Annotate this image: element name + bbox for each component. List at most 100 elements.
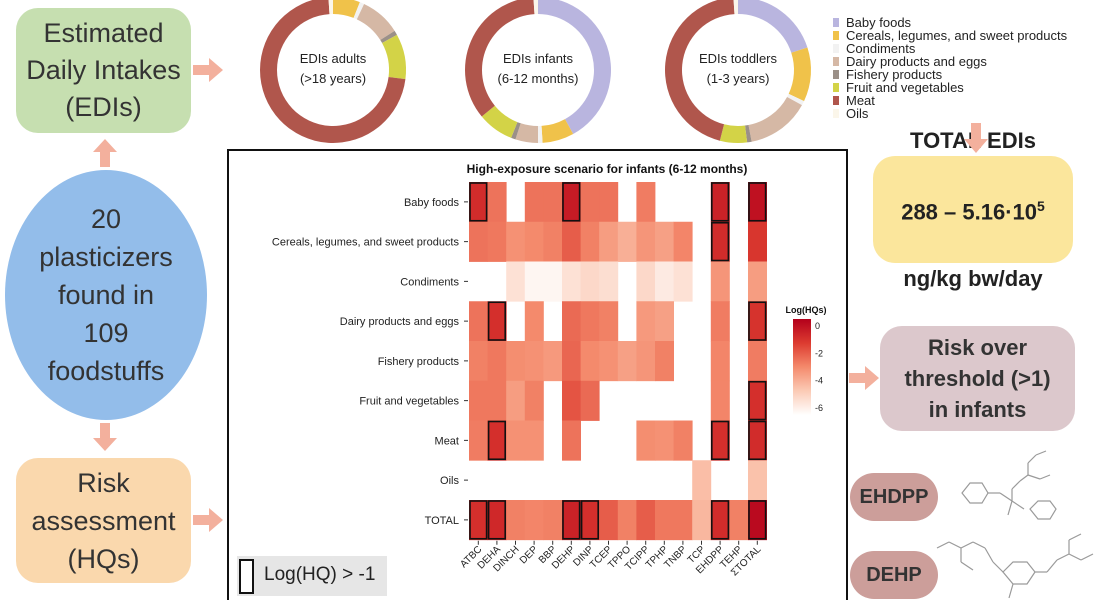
heatmap-cell <box>506 500 526 541</box>
heatmap-cell <box>469 301 488 342</box>
donut-segment <box>787 93 805 106</box>
heatmap-cell <box>599 341 619 382</box>
heatmap-cell <box>673 221 693 262</box>
heatmap-cell <box>562 420 581 461</box>
category-label: Condiments <box>846 41 916 56</box>
category-swatch <box>833 83 839 92</box>
donut-chart: EDIs toddlers (1-3 years) <box>665 0 811 143</box>
heatmap-cell <box>524 380 544 421</box>
heatmap-cell <box>469 380 488 421</box>
category-label: Oils <box>846 106 869 121</box>
heatmap-cell <box>636 182 656 223</box>
heatmap-cell <box>617 221 637 262</box>
donut-segment <box>465 0 535 117</box>
heatmap-cell <box>636 500 656 541</box>
heatmap-cell <box>599 221 619 262</box>
heatmap-cell <box>636 301 656 342</box>
heatmap-cell <box>487 221 507 262</box>
ehdpp-molecule-icon <box>961 450 1057 520</box>
donut-segment <box>541 119 574 143</box>
heatmap-cell <box>655 261 674 302</box>
category-label: Dairy products and eggs <box>846 54 987 69</box>
heatmap-cell <box>748 380 767 421</box>
arrow-donuts-to-total <box>964 123 988 153</box>
hq-outline <box>748 182 767 222</box>
heatmap-cell <box>655 500 674 541</box>
hq-outline <box>562 182 581 222</box>
category-label: Meat <box>846 93 875 108</box>
heatmap-cell <box>673 261 693 302</box>
heatmap-cell <box>710 301 730 342</box>
heatmap-cell <box>562 301 581 342</box>
heatmap-cell <box>580 380 600 421</box>
heatmap-cell <box>487 301 507 342</box>
heatmap-cell <box>543 341 563 382</box>
hq-outline <box>710 221 730 262</box>
donut-charts: EDIs adults (>18 years) EDIs infants (6-12 … <box>260 0 811 143</box>
heatmap-cell <box>599 301 619 342</box>
heatmap-cell <box>710 500 730 541</box>
donut-segment <box>738 0 808 53</box>
category-swatch <box>833 57 839 66</box>
risk-over-threshold-box: Risk over threshold (>1) in infants <box>880 326 1075 431</box>
heatmap-cell <box>748 182 767 223</box>
heatmap-frame <box>227 149 848 600</box>
hq-outline <box>562 500 581 540</box>
heatmap-cell <box>506 341 526 382</box>
category-legend-item: Oils <box>833 107 1067 120</box>
heatmap-cell <box>729 500 749 541</box>
heatmap-cell <box>710 341 730 382</box>
hq-outline <box>710 182 730 222</box>
heatmap-cell <box>524 341 544 382</box>
hq-outline <box>469 182 488 222</box>
heatmap-cell <box>469 221 488 262</box>
donut-title: EDIs infants <box>503 51 574 66</box>
heatmap-cell <box>487 380 507 421</box>
donut-title: EDIs toddlers <box>699 51 778 66</box>
heatmap-cell <box>469 341 488 382</box>
donut-subtitle: (>18 years) <box>300 71 366 86</box>
heatmap-col-label: DEP <box>518 544 541 567</box>
colorbar-title: Log(HQs) <box>786 305 827 315</box>
plasticizers-ellipse: 20 plasticizers found in 109 foodstuffs <box>5 170 207 420</box>
donut-segment <box>748 96 802 142</box>
arrow-heatmap-to-risk <box>849 366 879 390</box>
category-label: Fishery products <box>846 67 943 82</box>
heatmap-cell <box>580 301 600 342</box>
donut-segment <box>733 0 738 15</box>
hq-outline <box>487 500 507 540</box>
category-legend-item: Meat <box>833 94 1067 107</box>
category-label: Fruit and vegetables <box>846 80 964 95</box>
heatmap-cell <box>748 261 767 302</box>
heatmap-cell <box>562 500 581 541</box>
donut-chart: EDIs adults (>18 years) <box>260 0 406 143</box>
heatmap-row-label: Meat <box>435 435 459 447</box>
heatmap-cell <box>543 221 563 262</box>
heatmap-cell <box>580 182 600 223</box>
heatmap-cell <box>469 500 488 541</box>
donut-segment <box>515 123 538 143</box>
heatmap-cell <box>562 221 581 262</box>
donut-segment <box>382 34 406 80</box>
arrow-risk-to-heatmap <box>193 508 223 532</box>
hq-outline <box>748 420 767 461</box>
total-edis-unit: ng/kg bw/day <box>903 265 1043 291</box>
donut-segment <box>533 0 538 15</box>
heatmap-cell <box>562 341 581 382</box>
heatmap-cell <box>580 261 600 302</box>
category-label: Baby foods <box>846 15 912 30</box>
heatmap-cell <box>748 221 767 262</box>
heatmap-cell <box>748 341 767 382</box>
donut-segment <box>719 124 748 143</box>
heatmap-cell <box>636 261 656 302</box>
heatmap-cell <box>599 500 619 541</box>
dehp-pill: DEHP <box>850 551 938 599</box>
heatmap-cell <box>710 182 730 223</box>
category-legend-item: Fishery products <box>833 68 1067 81</box>
heatmap-cell <box>655 221 674 262</box>
colorbar-tick-label: -2 <box>815 348 823 358</box>
heatmap-cell <box>469 182 488 223</box>
total-edis-range: 288 – 5.16·105 <box>901 198 1045 225</box>
hq-threshold-label: Log(HQ) > -1 <box>264 564 376 585</box>
heatmap-cell <box>748 500 767 541</box>
